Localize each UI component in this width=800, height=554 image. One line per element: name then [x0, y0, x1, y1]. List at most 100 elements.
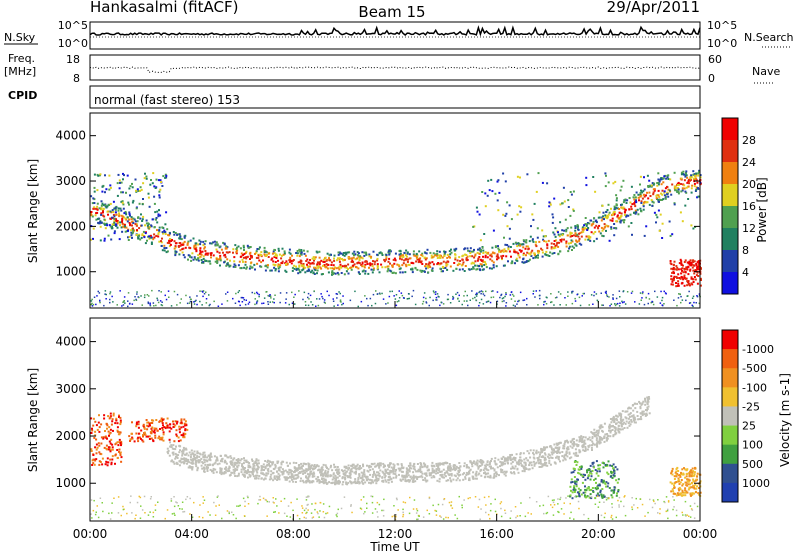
- velocity-echo: [621, 410, 624, 413]
- velocity-echo: [439, 474, 442, 476]
- power-echo: [285, 263, 287, 266]
- velocity-echo: [437, 465, 439, 468]
- power-echo-scatter: [503, 236, 505, 239]
- power-echo-near: [225, 293, 227, 295]
- power-echo: [687, 178, 690, 181]
- power-echo: [93, 198, 96, 201]
- velocity-echo: [625, 420, 628, 423]
- power-echo-scatter: [605, 174, 607, 177]
- power-echo: [630, 205, 633, 208]
- power-echo: [356, 251, 359, 254]
- power-echo: [691, 184, 694, 187]
- power-echo: [524, 240, 527, 243]
- power-echo: [695, 188, 698, 191]
- power-echo-near: [478, 291, 480, 294]
- velocity-echo: [493, 468, 496, 471]
- power-echo-near: [412, 289, 415, 292]
- velocity-echo: [506, 458, 509, 460]
- power-echoes: [90, 169, 702, 308]
- velocity-echo: [566, 440, 569, 443]
- power-echo: [685, 191, 688, 194]
- velocity-echo: [297, 475, 300, 478]
- power-echo: [306, 258, 309, 261]
- power-echo: [602, 215, 605, 218]
- power-echo-late: [680, 262, 683, 265]
- power-echo-near: [180, 298, 182, 300]
- power-echo-scatter: [498, 191, 501, 194]
- velocity-echo: [366, 464, 368, 467]
- power-echo: [245, 257, 248, 260]
- power-echo: [550, 246, 553, 249]
- power-echo: [666, 193, 669, 196]
- power-echo-near: [698, 293, 701, 295]
- power-echo: [528, 258, 531, 261]
- power-echo: [472, 267, 475, 270]
- power-echo-near: [661, 304, 663, 306]
- power-echo-scatter: [673, 202, 676, 205]
- power-echo: [426, 265, 429, 268]
- velocity-echo: [326, 467, 328, 469]
- power-echo: [545, 254, 548, 257]
- power-echo-scatter: [159, 188, 162, 191]
- velocity-echo-west: [172, 420, 174, 423]
- power-echo: [399, 267, 402, 270]
- velocity-echo: [376, 464, 379, 467]
- velocity-echo: [390, 470, 392, 472]
- power-echo-scatter: [546, 182, 549, 185]
- power-echo-scatter: [492, 229, 495, 232]
- velocity-echo: [230, 461, 233, 464]
- power-echo-near: [394, 298, 397, 300]
- velocity-echo: [245, 471, 248, 474]
- velocity-echo: [394, 470, 397, 473]
- velocity-echo: [345, 481, 348, 484]
- power-echo-near: [167, 290, 170, 292]
- velocity-echo: [356, 463, 359, 466]
- velocity-echo: [537, 451, 540, 454]
- power-echo: [578, 242, 581, 245]
- velocity-echo: [238, 461, 241, 464]
- power-echo: [659, 199, 662, 201]
- power-echo-near: [455, 293, 457, 295]
- power-echo-scatter: [108, 224, 111, 227]
- velocity-echo: [392, 476, 395, 479]
- power-echo: [117, 207, 120, 210]
- power-echo: [110, 217, 112, 220]
- velocity-echo: [532, 449, 535, 452]
- power-echo: [361, 262, 364, 265]
- power-echo: [108, 204, 111, 206]
- power-echo: [258, 259, 261, 262]
- power-echo-near: [434, 293, 437, 295]
- power-echo: [468, 268, 471, 271]
- nsky-tick-top: 10^5: [58, 19, 88, 32]
- power-echo-scatter: [159, 214, 162, 217]
- velocity-echo-west: [98, 426, 101, 429]
- velocity-echo: [197, 459, 200, 462]
- power-echo-scatter: [643, 234, 646, 237]
- power-echo: [255, 251, 258, 254]
- power-echo: [485, 266, 488, 269]
- power-echo: [685, 170, 688, 173]
- power-echo: [450, 251, 453, 254]
- velocity-echo: [270, 473, 273, 476]
- power-echo: [577, 235, 580, 238]
- velocity-echo: [202, 462, 205, 465]
- power-echo: [204, 250, 207, 252]
- power-echo: [636, 208, 639, 211]
- velocity-echo-west: [108, 432, 111, 435]
- power-echo-near: [168, 296, 170, 298]
- power-echo-scatter: [148, 235, 151, 238]
- velocity-echo: [529, 456, 532, 459]
- power-echo: [680, 177, 683, 180]
- power-echo: [518, 256, 521, 259]
- velocity-echo: [179, 449, 181, 452]
- power-echo: [418, 259, 421, 262]
- power-echo: [243, 256, 245, 259]
- velocity-echo: [305, 468, 308, 471]
- velocity-echo-west: [97, 421, 100, 424]
- power-echo: [644, 200, 646, 203]
- velocity-echo: [642, 400, 645, 403]
- velocity-echo: [383, 473, 386, 476]
- velocity-echo: [173, 448, 176, 450]
- power-echo-late: [686, 280, 689, 283]
- power-echo: [461, 263, 464, 266]
